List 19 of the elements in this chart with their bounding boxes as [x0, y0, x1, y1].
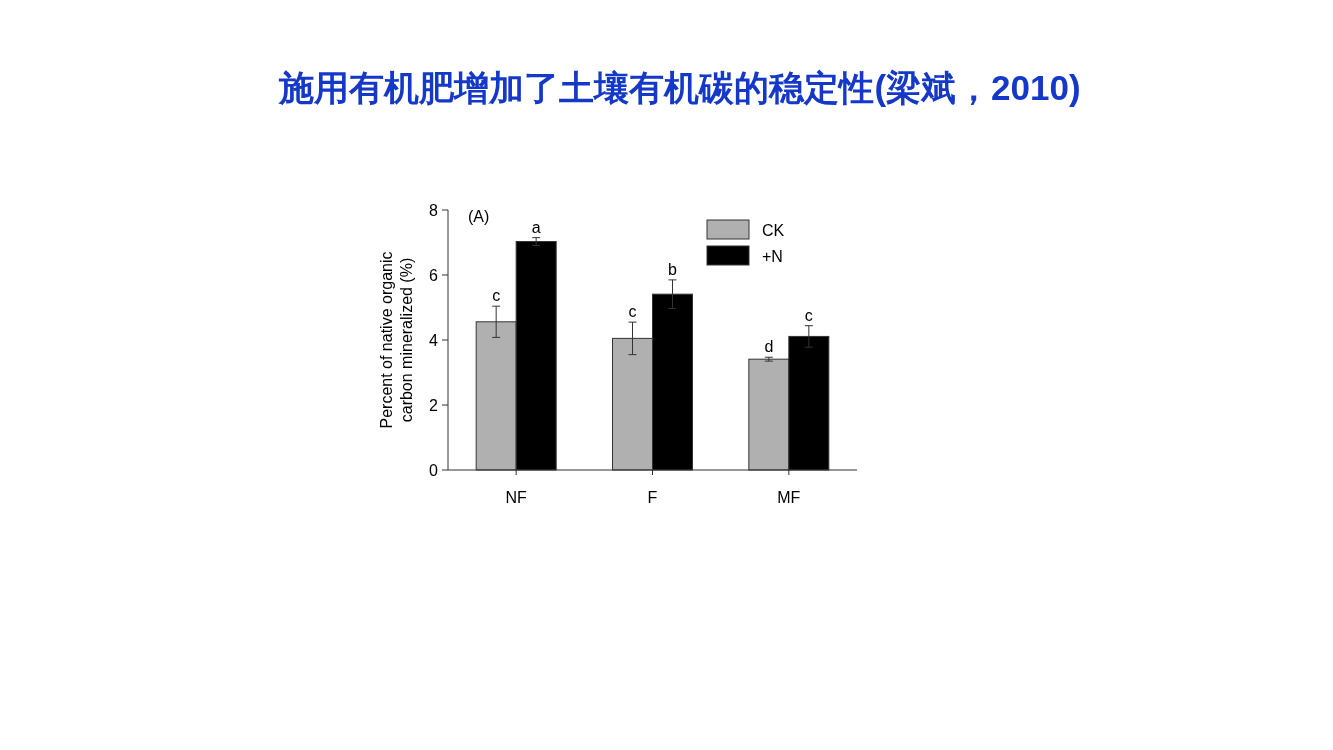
y-tick-label: 4 [429, 332, 439, 349]
x-tick-label: F [647, 489, 658, 506]
annotation: b [668, 260, 678, 278]
chart-title: 施用有机肥增加了土壤有机碳的稳定性(梁斌，2010) [278, 68, 1081, 107]
annotation: a [531, 218, 541, 236]
legend-label: +N [762, 248, 783, 265]
y-axis-title: Percent of native organic carbon mineralized (%) [378, 251, 415, 429]
annotation: c [628, 303, 637, 321]
annotation: c [492, 287, 501, 305]
annotation: (A) [468, 208, 490, 225]
y-tick-label: 8 [429, 202, 439, 219]
y-tick-label: 2 [429, 397, 439, 414]
x-tick-label: NF [505, 489, 528, 506]
x-tick-label: MF [777, 489, 801, 506]
annotation: d [764, 338, 774, 356]
y-tick-label: 0 [429, 462, 439, 479]
annotation: c [804, 306, 813, 324]
legend-label: CK [762, 222, 785, 239]
y-tick-label: 6 [429, 267, 439, 284]
